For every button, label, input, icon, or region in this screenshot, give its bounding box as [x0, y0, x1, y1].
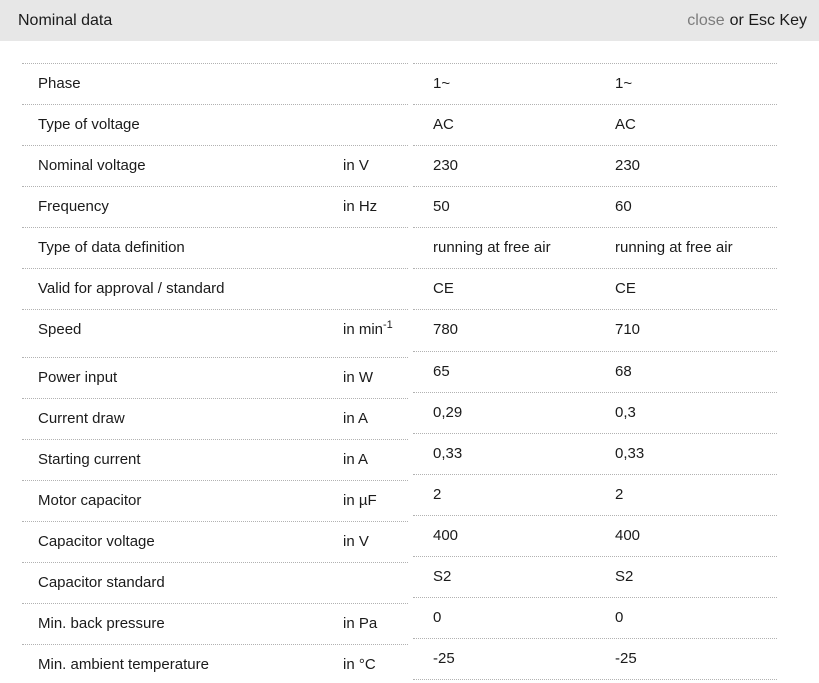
- row-label: Type of voltage: [38, 116, 140, 133]
- value-cell-1: 780: [433, 321, 459, 338]
- table-row-values: 780 710: [413, 310, 777, 352]
- table-row-values: running at free air running at free air: [413, 228, 777, 269]
- table-row-label: Type of data definition: [22, 228, 408, 269]
- table-row-label: Power input in W: [22, 358, 408, 399]
- row-label: Speed: [38, 321, 82, 338]
- value-cell-2: AC: [615, 116, 636, 133]
- row-unit: in Pa: [343, 615, 378, 632]
- table-row-values: 400 400: [413, 516, 777, 557]
- table-row-label: Min. ambient temperature in °C: [22, 645, 408, 683]
- value-cell-1: -25: [433, 650, 455, 667]
- value-cell-2: 1~: [615, 75, 633, 92]
- table-row-values: 2 2: [413, 475, 777, 516]
- nominal-data-table: Phase Type of voltage Nominal voltage in…: [22, 63, 819, 683]
- row-unit: in W: [343, 369, 373, 386]
- close-button[interactable]: close: [687, 11, 725, 29]
- row-label: Current draw: [38, 410, 125, 427]
- value-cell-1: S2: [433, 568, 452, 585]
- row-label: Capacitor voltage: [38, 533, 155, 550]
- table-row-label: Current draw in A: [22, 399, 408, 440]
- value-cell-1: 0: [433, 609, 442, 626]
- row-label: Type of data definition: [38, 239, 185, 256]
- value-cell-1: 1~: [433, 75, 451, 92]
- value-cell-2: 68: [615, 363, 632, 380]
- table-row-label: Phase: [22, 64, 408, 105]
- row-unit: in V: [343, 157, 369, 174]
- dialog-close-area: close or Esc Key: [687, 12, 807, 30]
- value-cell-2: -25: [615, 650, 637, 667]
- dialog-title: Nominal data: [18, 11, 113, 29]
- value-cell-1: 0,33: [433, 445, 463, 462]
- row-unit: in V: [343, 533, 369, 550]
- value-cell-2: CE: [615, 280, 636, 297]
- value-cell-1: CE: [433, 280, 454, 297]
- value-cell-2: 0,33: [615, 445, 645, 462]
- table-row-label: Motor capacitor in µF: [22, 481, 408, 522]
- row-unit: in °C: [343, 656, 376, 673]
- row-unit: in min-1: [343, 319, 393, 339]
- table-row-label: Min. back pressure in Pa: [22, 604, 408, 645]
- value-cell-1: running at free air: [433, 239, 551, 256]
- row-unit: in A: [343, 410, 369, 427]
- row-label: Phase: [38, 75, 81, 92]
- table-row-label: Capacitor voltage in V: [22, 522, 408, 563]
- table-row-label: Type of voltage: [22, 105, 408, 146]
- table-row-label: Capacitor standard: [22, 563, 408, 604]
- value-cell-1: AC: [433, 116, 454, 133]
- esc-key-hint: or Esc Key: [729, 11, 807, 29]
- row-unit: in Hz: [343, 198, 378, 215]
- table-row-values: 0,33 0,33: [413, 434, 777, 475]
- value-cell-2: S2: [615, 568, 634, 585]
- value-cell-1: 50: [433, 198, 450, 215]
- value-cell-2: 710: [615, 321, 641, 338]
- table-row-values: CE CE: [413, 269, 777, 310]
- values-table: 1~ 1~ AC AC 230 230 50 60 running at fre…: [413, 63, 777, 680]
- value-cell-2: 2: [615, 486, 624, 503]
- table-row-label: Speed in min-1: [22, 310, 408, 358]
- table-row-label: Frequency in Hz: [22, 187, 408, 228]
- value-cell-2: 400: [615, 527, 641, 544]
- table-row-label: Starting current in A: [22, 440, 408, 481]
- row-label: Motor capacitor: [38, 492, 142, 509]
- table-row-values: 0 0: [413, 598, 777, 639]
- dialog-header: Nominal data close or Esc Key: [0, 0, 819, 41]
- table-row-label: Nominal voltage in V: [22, 146, 408, 187]
- row-label: Starting current: [38, 451, 141, 468]
- table-row-values: 0,29 0,3: [413, 393, 777, 434]
- row-label: Frequency: [38, 198, 109, 215]
- value-cell-1: 230: [433, 157, 459, 174]
- table-row-label: Valid for approval / standard: [22, 269, 408, 310]
- value-cell-2: 230: [615, 157, 641, 174]
- table-row-values: 50 60: [413, 187, 777, 228]
- table-row-values: -25 -25: [413, 639, 777, 680]
- value-cell-1: 0,29: [433, 404, 463, 421]
- table-row-values: S2 S2: [413, 557, 777, 598]
- value-cell-2: running at free air: [615, 239, 733, 256]
- table-row-values: 1~ 1~: [413, 64, 777, 105]
- table-row-values: AC AC: [413, 105, 777, 146]
- table-row-values: 230 230: [413, 146, 777, 187]
- value-cell-1: 400: [433, 527, 459, 544]
- row-label: Valid for approval / standard: [38, 280, 225, 297]
- row-label: Power input: [38, 369, 118, 386]
- row-label: Capacitor standard: [38, 574, 165, 591]
- row-unit: in A: [343, 451, 369, 468]
- row-unit: in µF: [343, 492, 377, 509]
- value-cell-1: 65: [433, 363, 450, 380]
- value-cell-2: 60: [615, 198, 632, 215]
- value-cell-2: 0,3: [615, 404, 636, 421]
- value-cell-2: 0: [615, 609, 624, 626]
- table-row-values: 65 68: [413, 352, 777, 393]
- row-label: Min. ambient temperature: [38, 656, 209, 673]
- value-cell-1: 2: [433, 486, 442, 503]
- row-label: Nominal voltage: [38, 157, 146, 174]
- row-label: Min. back pressure: [38, 615, 165, 632]
- labels-table: Phase Type of voltage Nominal voltage in…: [22, 63, 408, 683]
